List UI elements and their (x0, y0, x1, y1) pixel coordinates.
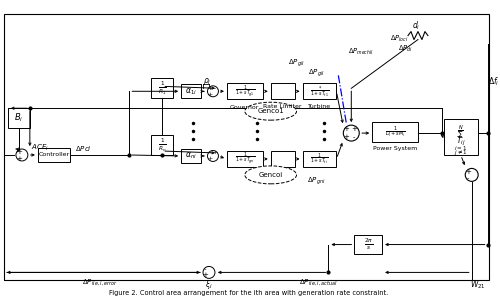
Text: +: + (465, 169, 470, 175)
Bar (302, 151, 336, 167)
Text: $\alpha_{ni}$: $\alpha_{ni}$ (185, 151, 197, 161)
Text: +: + (344, 134, 349, 140)
Text: +: + (352, 126, 357, 132)
Bar (181, 149, 201, 163)
Text: $\Delta P_{mechli}$: $\Delta P_{mechli}$ (348, 46, 374, 57)
Text: $\Delta P_{tie,i,error}$: $\Delta P_{tie,i,error}$ (82, 277, 118, 287)
Text: $\frac{1}{R_1}$: $\frac{1}{R_1}$ (158, 80, 166, 97)
Bar (4, 14, 488, 280)
Text: $j\neq 1$: $j\neq 1$ (454, 148, 468, 158)
Text: $W_{21}$: $W_{21}$ (470, 278, 486, 291)
Text: $B_i$: $B_i$ (14, 112, 24, 125)
Text: -: - (209, 151, 211, 155)
Text: $\Delta P_{gli}$: $\Delta P_{gli}$ (288, 58, 305, 69)
Text: +: + (16, 149, 22, 155)
Text: +: + (202, 272, 208, 278)
Text: $i=1$: $i=1$ (454, 144, 468, 152)
Text: $\Delta P_{gli}$: $\Delta P_{gli}$ (308, 68, 325, 79)
Ellipse shape (245, 166, 296, 184)
Ellipse shape (245, 102, 296, 120)
Text: Turbine: Turbine (308, 104, 331, 109)
Text: Figure 2. Control area arrangement for the ith area with generation rate constra: Figure 2. Control area arrangement for t… (109, 290, 388, 296)
Text: $\frac{2\pi}{s}$: $\frac{2\pi}{s}$ (364, 237, 373, 252)
Text: $\frac{1}{1+sT_{gn}}$: $\frac{1}{1+sT_{gn}}$ (234, 151, 255, 167)
Text: -: - (466, 175, 469, 181)
Text: $\frac{1}{R_n}$: $\frac{1}{R_n}$ (158, 136, 166, 154)
Bar (354, 235, 382, 255)
Circle shape (208, 86, 218, 97)
Text: $d_i$: $d_i$ (412, 19, 420, 32)
Bar (227, 83, 262, 99)
Text: $\frac{1}{1+sT_{g1}}$: $\frac{1}{1+sT_{g1}}$ (234, 83, 255, 99)
Circle shape (344, 125, 359, 141)
Text: $\Delta f_i$: $\Delta f_i$ (488, 75, 499, 88)
Bar (38, 148, 70, 162)
Text: Power System: Power System (373, 145, 417, 151)
Text: +: + (208, 92, 212, 97)
Text: $\frac{1}{1+sT_{ti}}$: $\frac{1}{1+sT_{ti}}$ (310, 152, 328, 166)
Bar (270, 151, 294, 167)
Text: $\Delta P_{tie,i,actual}$: $\Delta P_{tie,i,actual}$ (299, 277, 338, 287)
Text: -: - (204, 266, 206, 272)
Text: -: - (353, 134, 356, 140)
Circle shape (465, 168, 478, 181)
Text: -: - (214, 86, 216, 91)
Text: $\xi_i$: $\xi_i$ (205, 278, 213, 291)
Text: Rate Limiter: Rate Limiter (264, 104, 302, 109)
Bar (152, 78, 173, 98)
Text: Genco1: Genco1 (258, 108, 284, 114)
Text: $\frac{N}{\sum}$: $\frac{N}{\sum}$ (458, 123, 464, 141)
Text: +: + (208, 86, 212, 91)
Bar (270, 83, 294, 99)
Text: $T_{ij}$: $T_{ij}$ (456, 135, 466, 148)
Circle shape (203, 266, 215, 278)
Text: Governor: Governor (230, 105, 260, 110)
Circle shape (16, 149, 28, 161)
Text: $\Delta P_{di}$: $\Delta P_{di}$ (398, 43, 413, 54)
Text: Controller: Controller (38, 152, 70, 158)
Text: $\alpha_{1i}$: $\alpha_{1i}$ (185, 86, 197, 97)
Circle shape (208, 151, 218, 161)
Bar (8, 108, 30, 128)
Text: +: + (212, 151, 218, 155)
Bar (444, 119, 478, 155)
Bar (152, 135, 173, 155)
Bar (227, 151, 262, 167)
Text: Gencoi: Gencoi (258, 172, 283, 178)
Text: $\Delta P_{gni}$: $\Delta P_{gni}$ (307, 175, 326, 187)
Text: $\Delta Pci$: $\Delta Pci$ (75, 144, 92, 152)
Bar (372, 122, 418, 142)
Text: $\rho_i$: $\rho_i$ (203, 76, 211, 87)
Text: $\frac{1}{D_i+sM_i}$: $\frac{1}{D_i+sM_i}$ (384, 125, 406, 140)
Text: $\Delta P_{loci}$: $\Delta P_{loci}$ (390, 33, 408, 44)
Bar (302, 83, 336, 99)
Bar (181, 84, 201, 98)
Text: +: + (208, 156, 212, 161)
Text: $ACE_i$: $ACE_i$ (31, 143, 48, 153)
Text: +: + (16, 156, 22, 162)
Text: +: + (344, 126, 349, 132)
Text: $\frac{*}{1+sT_{t1}}$: $\frac{*}{1+sT_{t1}}$ (310, 84, 329, 99)
